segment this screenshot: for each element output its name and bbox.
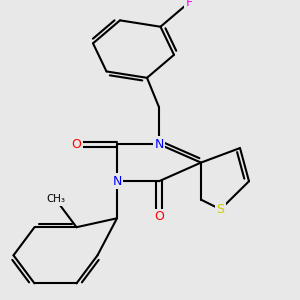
Text: F: F: [185, 0, 193, 9]
Text: N: N: [154, 138, 164, 151]
Text: S: S: [217, 203, 224, 216]
Text: N: N: [112, 175, 122, 188]
Text: O: O: [154, 211, 164, 224]
Text: CH₃: CH₃: [46, 194, 65, 204]
Text: O: O: [72, 138, 81, 151]
